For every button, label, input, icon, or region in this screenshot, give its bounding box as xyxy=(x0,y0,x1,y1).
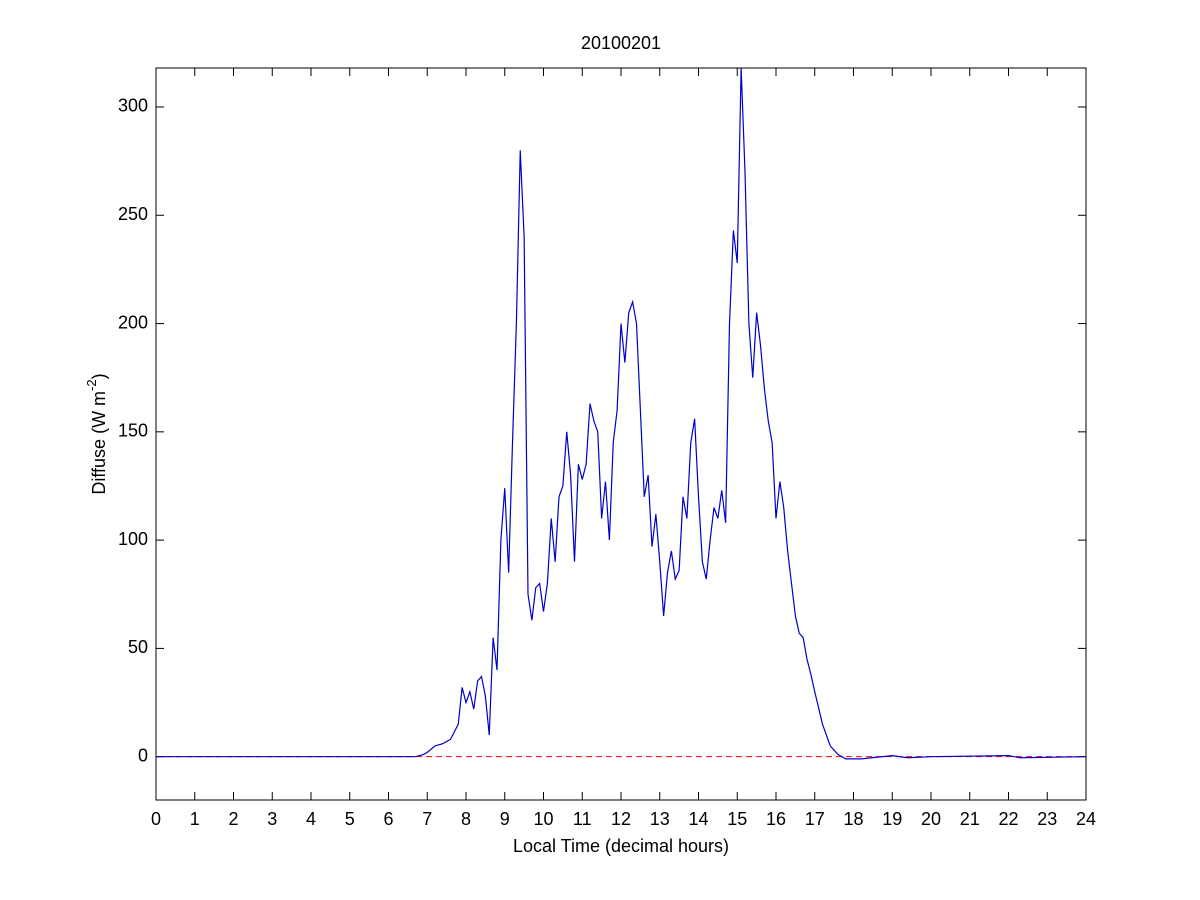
x-tick-label: 19 xyxy=(882,809,902,829)
x-tick-label: 16 xyxy=(766,809,786,829)
x-tick-label: 7 xyxy=(422,809,432,829)
x-tick-label: 1 xyxy=(190,809,200,829)
x-tick-label: 5 xyxy=(345,809,355,829)
x-tick-label: 23 xyxy=(1037,809,1057,829)
x-tick-label: 18 xyxy=(843,809,863,829)
y-tick-label: 50 xyxy=(128,637,148,657)
y-label-end: ) xyxy=(89,373,109,379)
x-tick-label: 17 xyxy=(805,809,825,829)
y-tick-label: 100 xyxy=(118,529,148,549)
x-axis-label: Local Time (decimal hours) xyxy=(513,836,729,856)
x-tick-label: 6 xyxy=(383,809,393,829)
y-tick-label: 200 xyxy=(118,312,148,332)
x-tick-label: 3 xyxy=(267,809,277,829)
plot-area xyxy=(155,67,1087,801)
x-tick-label: 10 xyxy=(533,809,553,829)
x-tick-label: 22 xyxy=(998,809,1018,829)
x-tick-label: 21 xyxy=(960,809,980,829)
x-tick-label: 15 xyxy=(727,809,747,829)
x-tick-label: 8 xyxy=(461,809,471,829)
x-tick-label: 12 xyxy=(611,809,631,829)
x-tick-label: 20 xyxy=(921,809,941,829)
x-tick-label: 9 xyxy=(500,809,510,829)
data-line xyxy=(156,67,1087,760)
y-label-sup: -2 xyxy=(84,379,99,391)
x-tick-label: 13 xyxy=(650,809,670,829)
y-tick-label: 250 xyxy=(118,204,148,224)
x-tick-label: 0 xyxy=(151,809,161,829)
x-tick-label: 24 xyxy=(1076,809,1096,829)
x-tick-label: 2 xyxy=(228,809,238,829)
x-tick-label: 14 xyxy=(688,809,708,829)
x-tick-label: 11 xyxy=(573,809,592,829)
x-tick-label: 4 xyxy=(306,809,316,829)
y-axis-label: Diffuse (W m-2) xyxy=(84,373,108,494)
y-tick-label: 150 xyxy=(118,421,148,441)
y-label-text: Diffuse (W m xyxy=(89,391,109,495)
chart-title: 20100201 xyxy=(581,33,661,53)
y-tick-label: 300 xyxy=(118,96,148,116)
y-tick-label: 0 xyxy=(138,745,148,765)
